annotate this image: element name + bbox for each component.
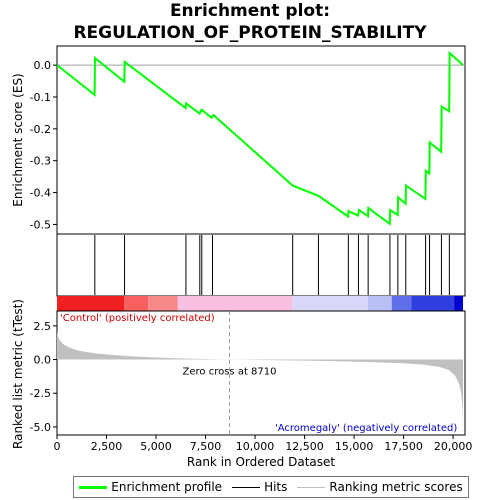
metric-y-tick-label: 0.0 [34, 354, 52, 367]
metric-y-tick-label: -5.0 [30, 421, 51, 434]
es-y-tick-label: -0.5 [30, 218, 51, 231]
metric-y-tick-label: -2.5 [30, 387, 51, 400]
hit-markers [94, 235, 450, 295]
enrichment-profile-line [56, 50, 464, 226]
legend-swatch [79, 485, 108, 489]
title-line-1: Enrichment plot: [169, 1, 331, 21]
es-y-tick-label: -0.1 [30, 91, 51, 104]
legend-item: Hits [232, 480, 287, 494]
x-tick-label: 12,500 [285, 440, 324, 453]
legend: Enrichment profile Hits Ranking metric sco… [73, 476, 469, 498]
es-y-axis-label: Enrichment score (ES) [11, 73, 25, 206]
x-tick-label: 17,500 [384, 440, 423, 453]
chart-title: Enrichment plot: REGULATION_OF_PROTEIN_S… [0, 0, 500, 44]
rank-bar-segment [177, 296, 293, 311]
legend-swatch [297, 486, 326, 488]
legend-label: Enrichment profile [111, 480, 223, 494]
rank-bar-segment [391, 296, 412, 311]
es-y-ticks: 0.0 -0.1 -0.2 -0.3 -0.4 -0.5 [30, 59, 57, 231]
rank-bar-segment [57, 296, 125, 311]
x-tick-label: 20,000 [434, 440, 473, 453]
negative-correlation-label: 'Acromegaly' (negatively correlated) [275, 423, 457, 434]
x-tick-label: 2,500 [91, 440, 123, 453]
x-axis-ticks: 0 2,500 5,000 7,500 10,000 12,500 15,000 17,500… [54, 435, 473, 453]
x-tick-label: 7,500 [190, 440, 222, 453]
es-y-tick-label: 0.0 [34, 59, 52, 72]
positive-correlation-label: 'Control' (positively correlated) [60, 313, 215, 324]
ranking-metric-area [57, 332, 463, 431]
metric-panel-frame [56, 310, 466, 436]
es-panel-frame [56, 45, 466, 235]
rank-bar-segment [292, 296, 368, 311]
es-y-tick-label: -0.3 [30, 155, 51, 168]
es-y-tick-label: -0.2 [30, 123, 51, 136]
x-tick-label: 10,000 [236, 440, 275, 453]
title-line-2: REGULATION_OF_PROTEIN_STABILITY [73, 23, 427, 43]
metric-y-tick-label: 2.5 [34, 320, 52, 333]
x-tick-label: 0 [54, 440, 61, 453]
x-tick-label: 15,000 [335, 440, 374, 453]
legend-swatch [232, 486, 261, 488]
rank-bar-segment [411, 296, 455, 311]
legend-label: Hits [264, 480, 288, 494]
x-axis-label: Rank in Ordered Dataset [187, 455, 335, 469]
metric-y-axis-label: Ranked list metric (tTest) [11, 299, 25, 449]
rank-bar-segment [454, 296, 464, 311]
rank-bar-segment [124, 296, 149, 311]
metric-y-ticks: 2.5 0.0 -2.5 -5.0 [30, 320, 57, 434]
zero-cross-label: Zero cross at 8710 [183, 367, 277, 378]
legend-label: Ranking metric scores [329, 480, 463, 494]
rank-bar-segment [367, 296, 392, 311]
legend-item: Ranking metric scores [297, 480, 463, 494]
x-tick-label: 5,000 [140, 440, 172, 453]
legend-item: Enrichment profile [79, 480, 222, 494]
hits-panel-frame [56, 233, 466, 297]
es-y-tick-label: -0.4 [30, 187, 51, 200]
rank-bar-segment [148, 296, 178, 311]
rank-color-bar [57, 296, 464, 311]
